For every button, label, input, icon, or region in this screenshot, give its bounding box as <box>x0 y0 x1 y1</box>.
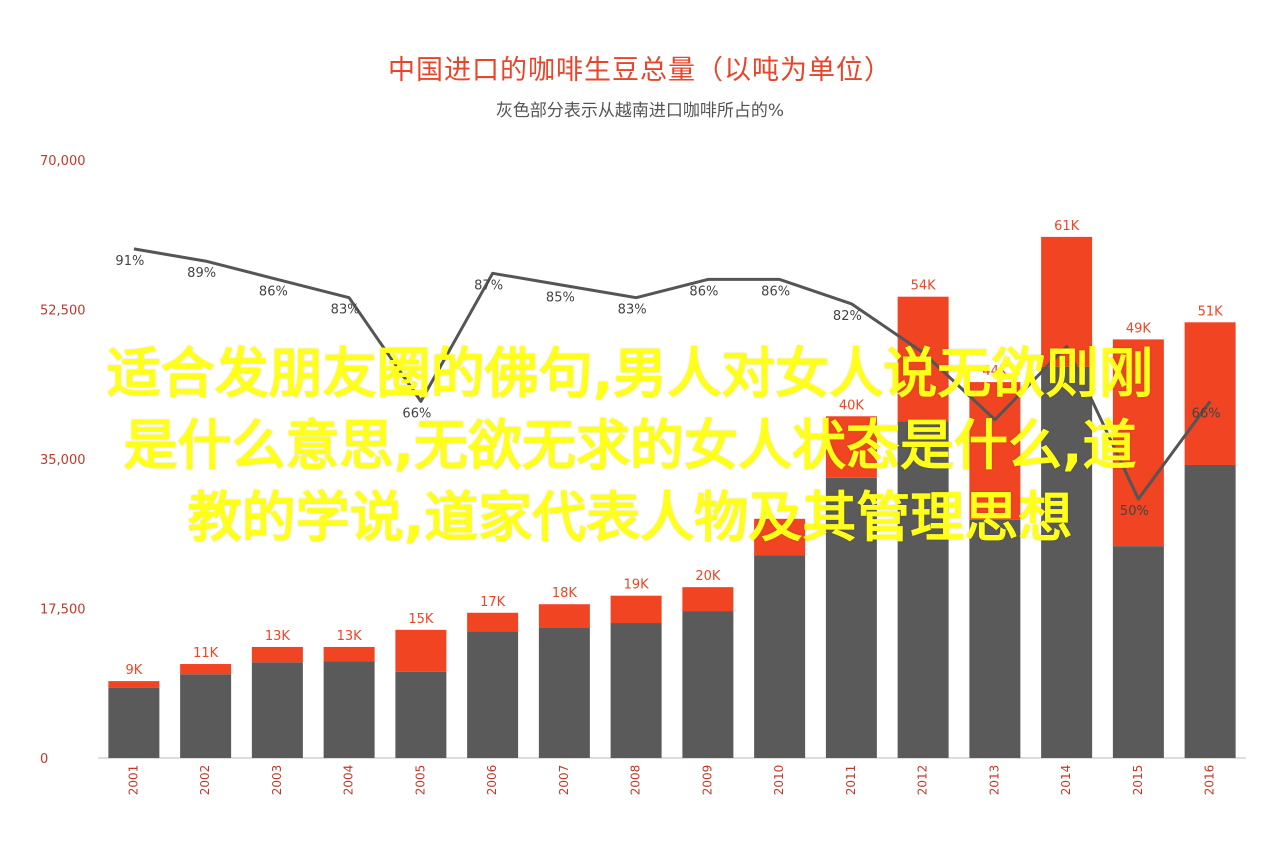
bar-base <box>969 519 1021 758</box>
bar-total-label: 18K <box>552 586 578 601</box>
bar-base <box>754 555 806 758</box>
bar-total-label: 54K <box>911 279 937 294</box>
x-tick-label: 2012 <box>916 765 930 796</box>
x-tick-label: 2002 <box>198 765 212 796</box>
x-tick-label: 2008 <box>629 765 643 796</box>
percentage-label: 86% <box>689 284 718 299</box>
bar-top <box>395 629 447 672</box>
bar-total-label: 40K <box>839 398 865 413</box>
bar-total-label: 13K <box>265 629 291 644</box>
bar-base <box>180 674 232 758</box>
percentage-label: 87% <box>474 278 503 293</box>
bar-top <box>538 604 590 628</box>
x-tick-label: 2006 <box>485 765 499 796</box>
x-tick-label: 2014 <box>1059 765 1073 796</box>
bar-base <box>538 627 590 758</box>
bar-base <box>610 623 662 758</box>
bar-total-label: 44K <box>982 364 1008 379</box>
bar-top <box>897 296 949 422</box>
overlay-caption: 适合发朋友圈的佛句,男人对女人说无欲则刚 是什么意思,无欲无求的女人状态是什么,… <box>20 338 1240 554</box>
bar-top <box>1184 322 1236 465</box>
x-tick-label: 2013 <box>987 765 1001 796</box>
percentage-label: 83% <box>618 303 647 318</box>
percentage-label: 82% <box>833 309 862 324</box>
bar-total-label: 49K <box>1126 321 1152 336</box>
percentage-line <box>133 247 1212 501</box>
x-tick-label: 2007 <box>557 765 571 796</box>
x-tick-label: 2009 <box>700 765 714 796</box>
percentage-label: 89% <box>187 266 216 281</box>
bar-base <box>1112 546 1164 758</box>
bar-total-label: 15K <box>408 612 434 627</box>
percentage-label: 66% <box>1192 406 1221 421</box>
bar-base <box>323 661 375 758</box>
bar-top <box>251 646 303 663</box>
x-tick-label: 2003 <box>270 765 284 796</box>
bar-top <box>108 681 160 688</box>
bar-total-label: 9K <box>125 663 142 678</box>
chart-subtitle: 灰色部分表示从越南进口咖啡所占的% <box>495 101 785 121</box>
bar-top <box>825 416 877 478</box>
bar-total-label: 17K <box>480 595 506 610</box>
x-tick-label: 2001 <box>126 765 140 796</box>
bar-total-label: 20K <box>695 569 721 584</box>
bar-base <box>467 631 519 758</box>
y-tick-label: 52,500 <box>40 304 86 319</box>
bar-base <box>395 671 447 758</box>
x-tick-label: 2010 <box>772 765 786 796</box>
y-tick-label: 17,500 <box>40 603 86 618</box>
bar-base <box>1041 366 1093 758</box>
y-tick-label: 35,000 <box>40 453 86 468</box>
percentage-label: 83% <box>331 303 360 318</box>
bar-total-label: 11K <box>193 646 219 661</box>
bar-total-label: 19K <box>624 578 650 593</box>
percentage-label: 86% <box>761 284 790 299</box>
bar-total-label: 61K <box>1054 219 1080 234</box>
x-tick-label: 2011 <box>844 765 858 796</box>
bar-top <box>467 612 519 632</box>
y-tick-label: 0 <box>40 752 48 767</box>
overlay-line-2: 是什么意思,无欲无求的女人状态是什么,道 <box>123 414 1137 477</box>
y-tick-label: 70,000 <box>40 154 86 169</box>
bar-base <box>825 477 877 758</box>
bar-total-label: 51K <box>1198 304 1224 319</box>
bar-base <box>1184 464 1236 758</box>
bar-top <box>1112 339 1164 547</box>
bar-base <box>108 687 160 758</box>
bar-top <box>754 518 806 556</box>
bar-top <box>610 595 662 624</box>
bar-top <box>682 587 734 612</box>
percentage-label: 85% <box>546 291 575 306</box>
x-tick-label: 2004 <box>342 765 356 796</box>
overlay-line-1: 适合发朋友圈的佛句,男人对女人说无欲则刚 <box>106 342 1154 405</box>
x-tick-label: 2005 <box>413 765 427 796</box>
percentage-label: 91% <box>115 254 144 269</box>
chart-title: 中国进口的咖啡生豆总量（以吨为单位） <box>388 55 892 86</box>
percentage-label: 66% <box>402 406 431 421</box>
x-tick-label: 2016 <box>1203 765 1217 796</box>
bar-base <box>897 421 949 758</box>
bar-top <box>180 664 232 675</box>
bar-top <box>323 646 375 662</box>
bar-total-label: 13K <box>337 629 363 644</box>
percentage-label: 50% <box>1120 504 1149 519</box>
bar-base <box>682 611 734 758</box>
bar-base <box>251 662 303 758</box>
x-tick-label: 2015 <box>1131 765 1145 796</box>
percentage-label: 86% <box>259 284 288 299</box>
overlay-line-3: 教的学说,道家代表人物及其管理思想 <box>187 486 1073 549</box>
